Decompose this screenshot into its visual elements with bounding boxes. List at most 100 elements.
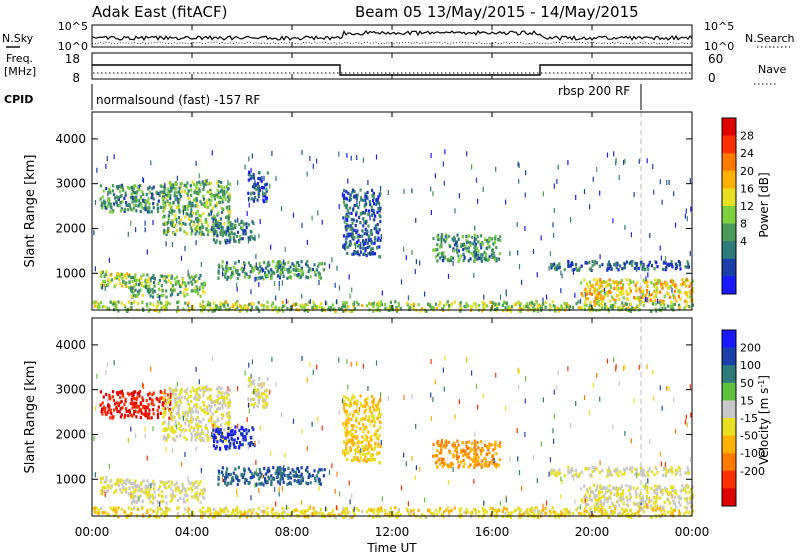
power-cell	[232, 236, 235, 240]
velocity-cell	[148, 408, 151, 412]
power-cell	[489, 300, 492, 304]
power-cell	[594, 288, 597, 292]
power-cell	[213, 309, 216, 313]
power-cell	[488, 239, 491, 243]
velocity-cell	[183, 413, 187, 417]
velocity-cell	[509, 512, 512, 516]
power-cell	[690, 206, 692, 212]
velocity-cell	[166, 393, 169, 397]
power-cell	[356, 199, 358, 204]
power-cell	[295, 267, 298, 272]
velocity-cell	[249, 508, 252, 512]
power-cell	[202, 300, 205, 304]
velocity-cell	[210, 404, 213, 408]
power-cell	[345, 212, 348, 216]
power-cell	[644, 268, 647, 272]
power-cell	[254, 276, 256, 282]
power-cell	[101, 270, 104, 274]
velocity-cell	[365, 510, 369, 514]
power-cell	[522, 306, 525, 310]
power-cell	[258, 189, 262, 193]
velocity-cell	[375, 435, 378, 440]
velocity-cell	[202, 492, 205, 496]
velocity-cell	[189, 418, 192, 422]
power-cell	[107, 198, 110, 202]
power-cell	[674, 262, 677, 266]
velocity-cell	[130, 500, 133, 504]
velocity-cell	[581, 500, 584, 504]
power-cell	[350, 190, 354, 194]
velocity-cell	[217, 397, 220, 401]
velocity-cell	[513, 509, 516, 513]
power-cell	[660, 282, 663, 286]
power-cell	[351, 287, 353, 293]
power-cell	[101, 305, 104, 309]
power-cell	[474, 245, 477, 249]
velocity-cell	[346, 457, 349, 461]
power-cell	[167, 274, 170, 278]
velocity-cell	[195, 407, 198, 412]
velocity-cell	[232, 442, 235, 446]
velocity-cell	[603, 486, 606, 490]
velocity-cell	[439, 506, 442, 510]
velocity-cell	[171, 418, 174, 422]
power-cell	[474, 302, 477, 306]
velocity-cell	[347, 417, 350, 421]
power-cell	[603, 280, 606, 284]
power-cell	[518, 306, 521, 310]
power-cell	[207, 300, 210, 304]
velocity-cell	[375, 408, 378, 413]
velocity-cell	[162, 482, 165, 486]
power-cell	[190, 289, 193, 293]
velocity-cell	[134, 397, 137, 401]
velocity-cell	[108, 393, 111, 397]
power-cell	[192, 211, 195, 215]
power-cell	[231, 232, 234, 236]
power-cell	[686, 216, 688, 222]
velocity-cell	[345, 396, 348, 400]
power-cell	[209, 306, 212, 310]
power-cell	[209, 190, 212, 195]
velocity-cell	[364, 417, 367, 421]
power-cell	[608, 266, 611, 270]
velocity-cell	[257, 477, 261, 481]
velocity-cell	[149, 487, 152, 491]
velocity-cell	[604, 491, 608, 495]
power-cell	[375, 154, 378, 160]
velocity-cell	[211, 412, 214, 416]
velocity-cell	[110, 412, 113, 416]
velocity-cell	[142, 479, 145, 483]
velocity-cell	[363, 458, 366, 462]
power-cell	[681, 282, 684, 286]
velocity-cell	[164, 398, 167, 402]
power-cell	[137, 290, 140, 294]
velocity-cell	[179, 496, 182, 500]
velocity-cell	[220, 431, 223, 435]
velocity-cell	[611, 501, 614, 505]
power-cell	[250, 230, 253, 234]
power-cell	[236, 269, 239, 273]
velocity-cell	[276, 474, 279, 479]
power-cell	[260, 303, 263, 307]
power-cell	[195, 211, 198, 215]
velocity-cell	[120, 413, 123, 417]
velocity-cell	[687, 468, 690, 472]
power-cell	[160, 190, 163, 194]
velocity-cell	[678, 467, 682, 471]
power-cell	[159, 301, 162, 305]
power-cell	[171, 292, 174, 296]
power-cell	[176, 206, 179, 210]
power-cell	[229, 276, 233, 280]
power-cell	[270, 244, 272, 250]
velocity-cell	[598, 492, 601, 496]
velocity-cell	[147, 414, 150, 418]
power-cell	[690, 307, 693, 311]
velocity-cell	[628, 497, 631, 501]
power-cell	[140, 276, 143, 280]
nave-tick-top: 60	[708, 52, 723, 66]
power-cell	[586, 261, 589, 265]
power-cell	[108, 187, 111, 191]
velocity-cell	[199, 406, 202, 410]
power-cell	[526, 305, 529, 309]
velocity-cell	[202, 400, 205, 405]
